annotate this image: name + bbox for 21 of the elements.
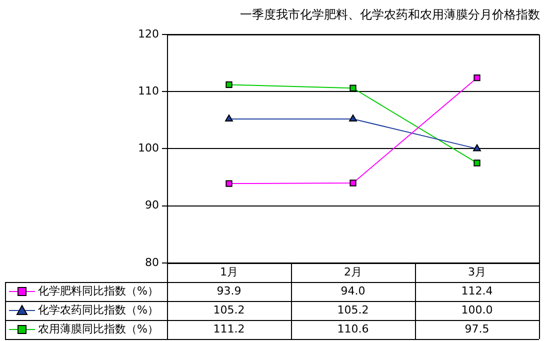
data-label: 105.2 (337, 303, 369, 316)
data-label: 97.5 (464, 322, 490, 336)
data-label: 111.2 (213, 322, 245, 336)
x-tick-label: 2月 (344, 265, 362, 278)
y-tick-label: 90 (144, 198, 159, 212)
y-tick-label: 80 (144, 256, 159, 269)
x-tick-label: 3月 (468, 265, 486, 278)
legend-label: 化学农药同比指数（%） (38, 303, 158, 316)
data-label: 112.4 (461, 284, 493, 298)
data-label: 110.6 (337, 322, 369, 336)
data-label: 93.9 (216, 284, 242, 298)
y-tick-label: 110 (138, 84, 159, 98)
y-tick-label: 120 (138, 27, 159, 40)
data-label: 105.2 (213, 303, 245, 316)
y-tick-label: 100 (138, 142, 159, 155)
data-label: 94.0 (340, 284, 366, 298)
legend-label: 化学肥料同比指数（%） (38, 284, 158, 298)
legend-label: 农用薄膜同比指数（%） (38, 322, 158, 336)
data-label: 100.0 (461, 303, 493, 316)
x-tick-label: 1月 (220, 265, 238, 278)
chart-title: 一季度我市化学肥料、化学农药和农用薄膜分月价格指数 (240, 7, 540, 22)
